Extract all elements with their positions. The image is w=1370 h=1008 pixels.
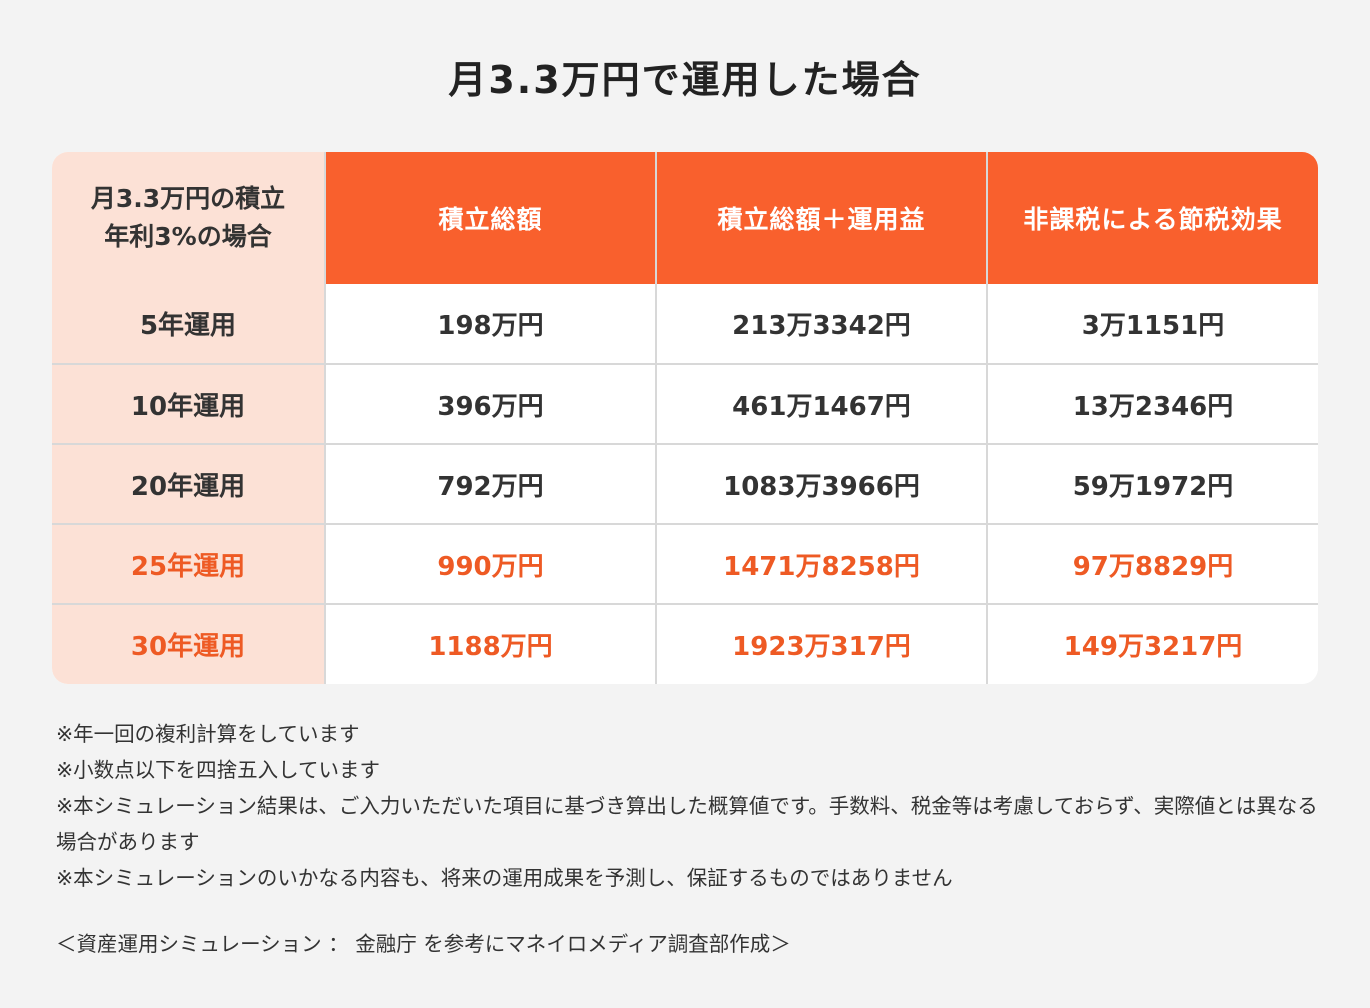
cell-total-with-returns: 1083万3966円	[655, 443, 987, 524]
cell-tax-savings: 59万1972円	[986, 443, 1318, 524]
column-header-total-with-returns: 積立総額＋運用益	[655, 152, 987, 284]
cell-total-contribution: 396万円	[324, 363, 656, 444]
table-row: 10年運用 396万円 461万1467円 13万2346円	[52, 363, 1318, 444]
cell-total-contribution: 198万円	[324, 284, 656, 364]
cell-tax-savings: 149万3217円	[986, 603, 1318, 684]
table-header-row: 月3.3万円の積立 年利3%の場合 積立総額 積立総額＋運用益 非課税による節税…	[52, 152, 1318, 284]
table-row-highlighted: 30年運用 1188万円 1923万317円 149万3217円	[52, 603, 1318, 684]
cell-total-contribution: 792万円	[324, 443, 656, 524]
row-label: 10年運用	[52, 363, 325, 444]
cell-total-with-returns: 1923万317円	[655, 603, 987, 684]
table-row: 20年運用 792万円 1083万3966円 59万1972円	[52, 443, 1318, 524]
footnote-rounding: ※小数点以下を四捨五入しています	[56, 758, 381, 782]
row-label: 25年運用	[52, 523, 325, 604]
cell-total-with-returns: 213万3342円	[655, 284, 987, 364]
cell-tax-savings: 3万1151円	[986, 284, 1318, 364]
simulation-table-grid: 月3.3万円の積立 年利3%の場合 積立総額 積立総額＋運用益 非課税による節税…	[52, 152, 1318, 684]
simulation-table: 月3.3万円の積立 年利3%の場合 積立総額 積立総額＋運用益 非課税による節税…	[52, 152, 1318, 684]
footnote-estimate-disclaimer: ※本シミュレーション結果は、ご入力いただいた項目に基づき算出した概算値です。手数…	[56, 794, 1318, 854]
cell-total-with-returns: 461万1467円	[655, 363, 987, 444]
source-credit: ＜資産運用シミュレーション ： 金融庁 を参考にマネイロメディア調査部作成＞	[56, 932, 791, 956]
table-row: 5年運用 198万円 213万3342円 3万1151円	[52, 284, 1318, 364]
table-corner-cell: 月3.3万円の積立 年利3%の場合	[52, 152, 325, 284]
cell-tax-savings: 97万8829円	[986, 523, 1318, 604]
row-label: 5年運用	[52, 284, 325, 364]
page-title: 月3.3万円で運用した場合	[448, 58, 922, 102]
footnotes: ※年一回の複利計算をしています ※小数点以下を四捨五入しています ※本シミュレー…	[56, 716, 1318, 896]
cell-total-contribution: 1188万円	[324, 603, 656, 684]
column-header-total-contribution: 積立総額	[324, 152, 656, 284]
footnote-compound-interest: ※年一回の複利計算をしています	[56, 722, 360, 746]
cell-total-with-returns: 1471万8258円	[655, 523, 987, 604]
table-row-highlighted: 25年運用 990万円 1471万8258円 97万8829円	[52, 523, 1318, 604]
row-label: 20年運用	[52, 443, 325, 524]
corner-line-rate: 年利3%の場合	[104, 222, 272, 251]
footnote-no-guarantee: ※本シミュレーションのいかなる内容も、将来の運用成果を予測し、保証するものではあ…	[56, 866, 953, 890]
corner-line-monthly: 月3.3万円の積立	[90, 184, 286, 213]
cell-total-contribution: 990万円	[324, 523, 656, 604]
row-label: 30年運用	[52, 603, 325, 684]
cell-tax-savings: 13万2346円	[986, 363, 1318, 444]
column-header-tax-savings: 非課税による節税効果	[986, 152, 1318, 284]
